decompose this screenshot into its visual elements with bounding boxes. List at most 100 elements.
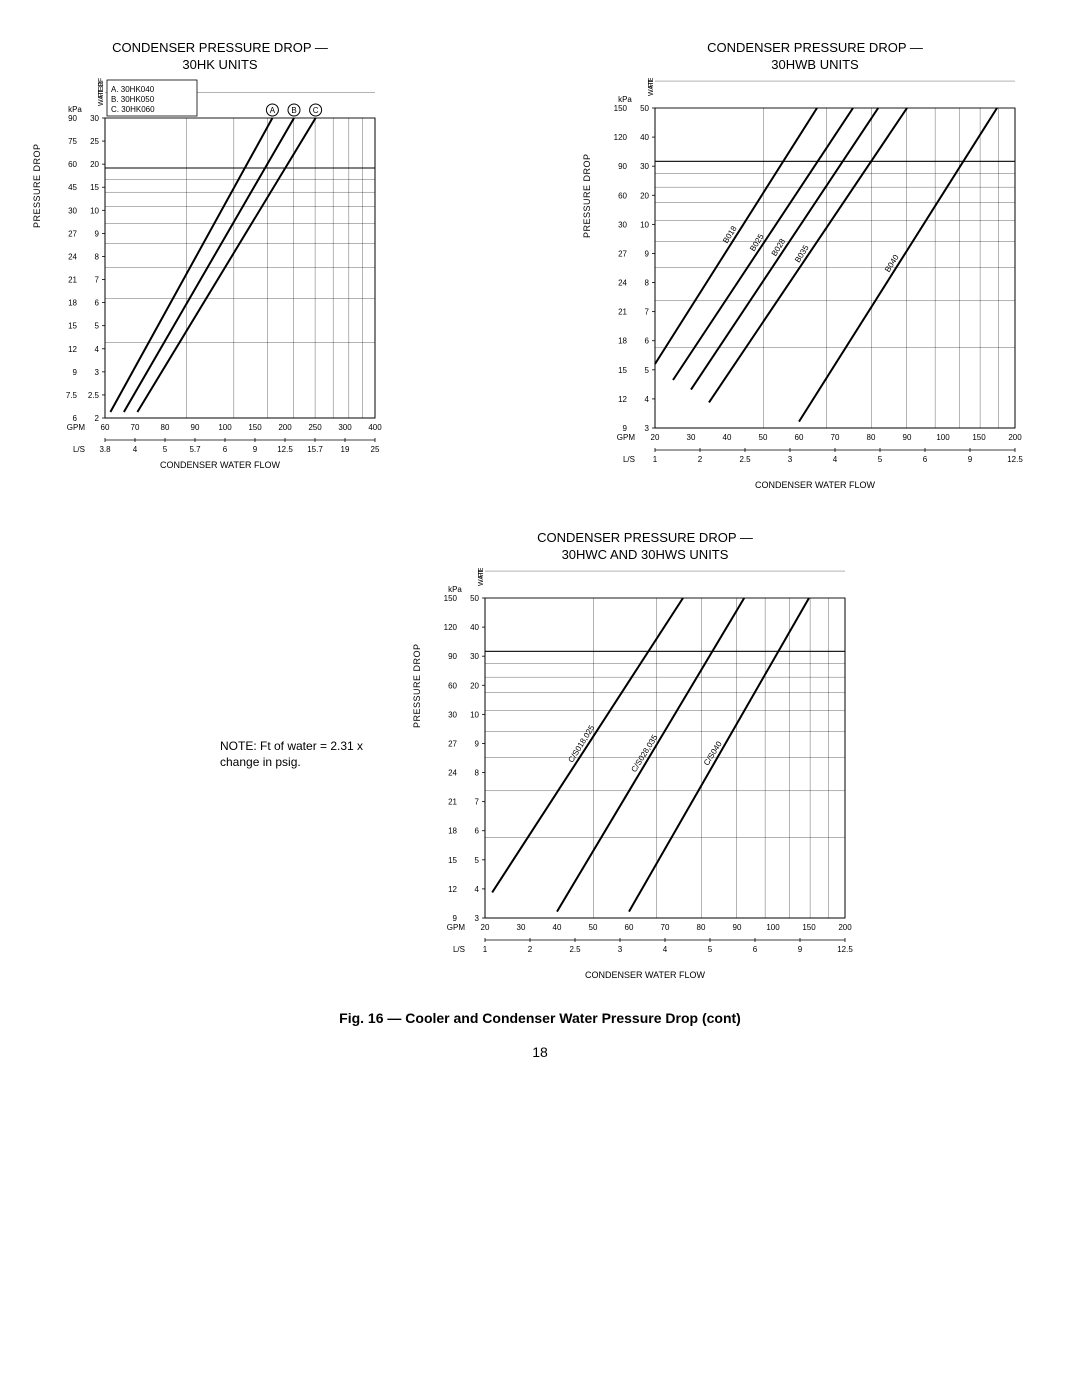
svg-text:25: 25 — [90, 137, 99, 146]
svg-text:27: 27 — [68, 229, 77, 238]
svg-text:24: 24 — [448, 768, 457, 777]
svg-text:100: 100 — [936, 433, 950, 442]
svg-text:6: 6 — [923, 455, 928, 464]
chart-30hk: CONDENSER PRESSURE DROP — 30HK UNITS PRE… — [50, 40, 390, 490]
svg-text:9: 9 — [253, 445, 258, 454]
chart-wrap: PRESSURE DROP 90307525602045153010279248… — [50, 78, 390, 458]
svg-text:5: 5 — [878, 455, 883, 464]
svg-text:60: 60 — [795, 433, 804, 442]
svg-text:3: 3 — [645, 424, 650, 433]
svg-text:60: 60 — [618, 191, 627, 200]
svg-text:6: 6 — [95, 298, 100, 307]
title-line1: CONDENSER PRESSURE DROP — — [537, 530, 753, 545]
svg-text:9: 9 — [798, 945, 803, 954]
svg-text:20: 20 — [640, 191, 649, 200]
svg-text:C: C — [313, 106, 319, 115]
chart-30hwc-hws: CONDENSER PRESSURE DROP — 30HWC AND 30HW… — [430, 530, 860, 980]
svg-text:2: 2 — [528, 945, 533, 954]
svg-text:50: 50 — [589, 923, 598, 932]
svg-text:GPM: GPM — [447, 923, 466, 932]
x-axis-label: CONDENSER WATER FLOW — [585, 970, 705, 980]
svg-text:150: 150 — [972, 433, 986, 442]
chart-title: CONDENSER PRESSURE DROP — 30HWB UNITS — [707, 40, 923, 74]
svg-text:90: 90 — [733, 923, 742, 932]
svg-text:L/S: L/S — [623, 455, 635, 464]
svg-text:120: 120 — [444, 623, 458, 632]
svg-text:20: 20 — [481, 923, 490, 932]
note-text: NOTE: Ft of water = 2.31 x change in psi… — [220, 739, 400, 770]
svg-text:20: 20 — [651, 433, 660, 442]
svg-text:60: 60 — [101, 423, 110, 432]
svg-text:12: 12 — [68, 345, 77, 354]
svg-text:30: 30 — [517, 923, 526, 932]
svg-text:70: 70 — [131, 423, 140, 432]
svg-text:5: 5 — [475, 855, 480, 864]
svg-text:80: 80 — [161, 423, 170, 432]
svg-text:kPa: kPa — [448, 585, 462, 594]
svg-text:9: 9 — [95, 229, 100, 238]
svg-text:2.5: 2.5 — [88, 391, 100, 400]
svg-text:40: 40 — [640, 133, 649, 142]
svg-text:30: 30 — [448, 710, 457, 719]
svg-text:250: 250 — [308, 423, 322, 432]
svg-text:12.5: 12.5 — [1007, 455, 1023, 464]
svg-text:10: 10 — [470, 710, 479, 719]
svg-text:3.8: 3.8 — [99, 445, 111, 454]
svg-text:90: 90 — [618, 162, 627, 171]
svg-text:9: 9 — [645, 249, 650, 258]
svg-text:15: 15 — [90, 183, 99, 192]
svg-text:1: 1 — [653, 455, 658, 464]
svg-text:150: 150 — [802, 923, 816, 932]
svg-text:4: 4 — [133, 445, 138, 454]
svg-text:A. 30HK040: A. 30HK040 — [111, 85, 155, 94]
svg-text:C/S028,035: C/S028,035 — [629, 732, 659, 773]
svg-text:90: 90 — [191, 423, 200, 432]
svg-text:30: 30 — [68, 206, 77, 215]
svg-text:7: 7 — [645, 307, 650, 316]
svg-text:50: 50 — [640, 104, 649, 113]
svg-text:30: 30 — [640, 162, 649, 171]
y-axis-label: PRESSURE DROP — [32, 143, 42, 228]
svg-text:90: 90 — [903, 433, 912, 442]
svg-text:50: 50 — [470, 594, 479, 603]
svg-text:27: 27 — [618, 249, 627, 258]
svg-text:kPa: kPa — [618, 95, 632, 104]
svg-text:20: 20 — [90, 160, 99, 169]
svg-text:18: 18 — [68, 298, 77, 307]
svg-text:7.5: 7.5 — [66, 391, 78, 400]
svg-text:40: 40 — [553, 923, 562, 932]
svg-text:7: 7 — [95, 275, 100, 284]
svg-text:10: 10 — [640, 220, 649, 229]
svg-text:WATER: WATER — [478, 568, 485, 586]
svg-text:L/S: L/S — [73, 445, 85, 454]
svg-text:80: 80 — [867, 433, 876, 442]
svg-text:4: 4 — [95, 345, 100, 354]
svg-text:1: 1 — [483, 945, 488, 954]
svg-text:8: 8 — [645, 278, 650, 287]
svg-text:kPa: kPa — [68, 105, 82, 114]
svg-text:8: 8 — [475, 768, 480, 777]
svg-text:150: 150 — [614, 104, 628, 113]
svg-text:12.5: 12.5 — [837, 945, 853, 954]
svg-text:20: 20 — [470, 681, 479, 690]
svg-text:6: 6 — [753, 945, 758, 954]
svg-text:70: 70 — [661, 923, 670, 932]
svg-text:5.7: 5.7 — [189, 445, 201, 454]
svg-text:2: 2 — [95, 414, 100, 423]
svg-text:45: 45 — [68, 183, 77, 192]
svg-text:L/S: L/S — [453, 945, 465, 954]
svg-text:30: 30 — [90, 114, 99, 123]
svg-text:75: 75 — [68, 137, 77, 146]
title-line2: 30HK UNITS — [182, 57, 257, 72]
svg-text:B. 30HK050: B. 30HK050 — [111, 95, 155, 104]
svg-text:24: 24 — [68, 252, 77, 261]
svg-text:21: 21 — [68, 275, 77, 284]
svg-text:6: 6 — [73, 414, 78, 423]
svg-text:21: 21 — [448, 797, 457, 806]
svg-text:40: 40 — [470, 623, 479, 632]
figure-caption: Fig. 16 — Cooler and Condenser Water Pre… — [50, 1010, 1030, 1026]
x-axis-label: CONDENSER WATER FLOW — [160, 460, 280, 470]
svg-text:6: 6 — [645, 337, 650, 346]
svg-text:50: 50 — [759, 433, 768, 442]
svg-text:2.5: 2.5 — [569, 945, 581, 954]
